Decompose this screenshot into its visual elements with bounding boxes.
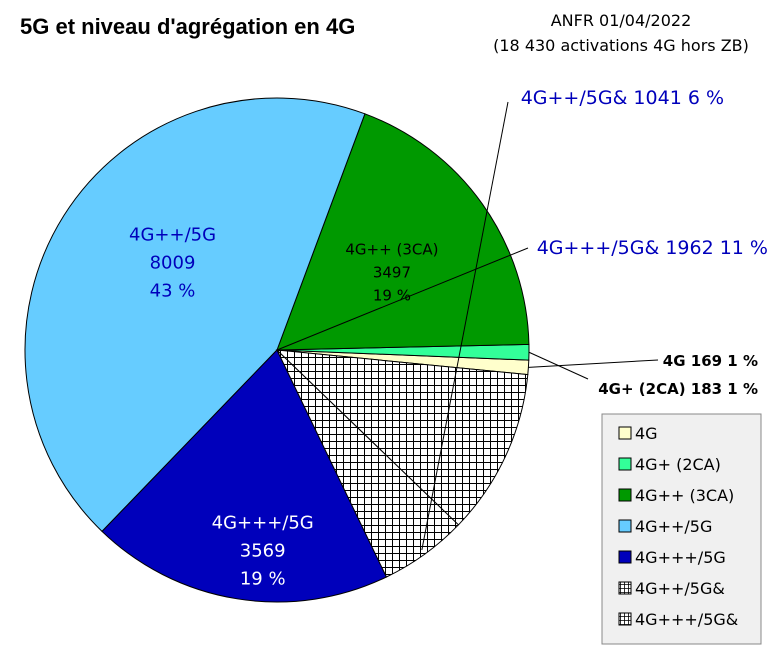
legend-swatch-4g-5g (618, 550, 632, 564)
leader-line-4g-5g (421, 101, 509, 551)
legend-label-4g-5g: 4G++/5G& (635, 579, 725, 598)
legend-swatch-4g-5g (618, 612, 632, 626)
legend-label-4g-3ca: 4G++ (3CA) (635, 486, 734, 505)
slice-label: 4G++ (3CA) (345, 241, 438, 259)
leader-line-4g (528, 359, 659, 368)
chart-title: 5G et niveau d'agrégation en 4G (20, 14, 355, 39)
slice-label: 3497 (373, 264, 411, 282)
leader-line-4g-2ca (528, 351, 589, 380)
leader-lines (276, 101, 659, 551)
slice-label: 19 % (373, 287, 411, 305)
legend-label-4g: 4G (635, 424, 658, 443)
legend: 4G 4G+ (2CA) 4G++ (3CA) 4G++/5G 4G+++/5G 4G++… (601, 413, 762, 645)
legend-swatch-4g-5g (618, 519, 632, 533)
pie-slice-4g-5g (101, 349, 388, 603)
slice-label: 4G++/5G (129, 224, 216, 245)
slice-labels: 4G++ (3CA) 3497 19 % 4G++/5G 8009 43 % 4G+++/5… (129, 87, 768, 590)
slice-label: 4G+ (2CA) 183 1 % (598, 380, 758, 398)
chart-subtitle-line-2: (18 430 activations 4G hors ZB) (493, 36, 749, 55)
slice-label: 4G+++/5G& 1962 11 % (537, 237, 768, 259)
legend-label-4g-5g: 4G+++/5G& (635, 610, 738, 629)
slice-label: 43 % (150, 280, 196, 301)
legend-swatch-4g-5g (618, 581, 632, 595)
leader-line-4g-5g (276, 247, 529, 351)
legend-swatch-4g-2ca (618, 457, 632, 471)
slice-label: 4G+++/5G (212, 513, 314, 534)
pie-slice-4g-5g (275, 349, 529, 526)
legend-label-4g-5g: 4G+++/5G (635, 548, 726, 567)
slice-label: 4G 169 1 % (663, 352, 758, 370)
chart-subtitle-line-1: ANFR 01/04/2022 (551, 11, 692, 30)
legend-label-4g-5g: 4G++/5G (635, 517, 712, 536)
legend-label-4g-2ca: 4G+ (2CA) (635, 455, 721, 474)
pie-slice-4g-5g (24, 97, 366, 533)
pie-slice-4g-3ca (276, 113, 530, 351)
pie-slices (24, 97, 530, 603)
slice-label: 4G++/5G& 1041 6 % (521, 87, 724, 109)
slice-label: 8009 (150, 252, 196, 273)
legend-swatch-4g (618, 426, 632, 440)
slice-label: 3569 (240, 541, 286, 562)
slice-label: 19 % (240, 569, 286, 590)
legend-swatch-4g-3ca (618, 488, 632, 502)
